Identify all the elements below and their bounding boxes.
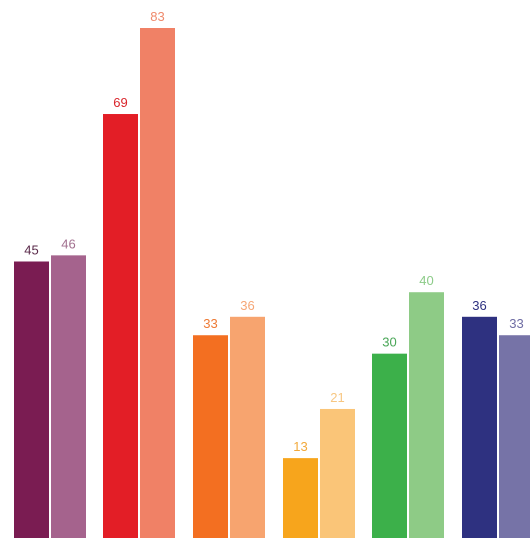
value-label-series2-group4: 21 [330, 390, 344, 405]
value-label-series1-group6: 36 [472, 298, 486, 313]
value-label-series1-group5: 30 [382, 335, 396, 350]
value-label-series2-group2: 83 [150, 9, 164, 24]
bar-series1-group3 [193, 335, 228, 538]
value-label-series2-group1: 46 [61, 236, 75, 251]
bar-series1-group5 [372, 353, 407, 538]
value-label-series1-group3: 33 [203, 316, 217, 331]
bar-series2-group6 [499, 335, 530, 538]
bar-series1-group2 [103, 114, 138, 538]
bars-group [14, 28, 530, 538]
value-label-series1-group1: 45 [24, 242, 38, 257]
value-label-series1-group2: 69 [113, 95, 127, 110]
bar-series1-group1 [14, 261, 49, 538]
value-label-series1-group4: 13 [293, 439, 307, 454]
bar-series2-group1 [51, 255, 86, 538]
value-labels-group: 45 69 33 13 30 36 46 83 36 21 40 33 [24, 9, 523, 454]
value-label-series2-group3: 36 [240, 298, 254, 313]
value-label-series2-group5: 40 [419, 273, 433, 288]
bar-series2-group4 [320, 408, 355, 538]
bar-series2-group2 [140, 28, 175, 538]
bar-series2-group5 [409, 292, 444, 538]
bar-series2-group3 [230, 316, 265, 538]
bar-series1-group6 [462, 316, 497, 538]
value-label-series2-group6: 33 [509, 316, 523, 331]
bar-series1-group4 [283, 458, 318, 538]
